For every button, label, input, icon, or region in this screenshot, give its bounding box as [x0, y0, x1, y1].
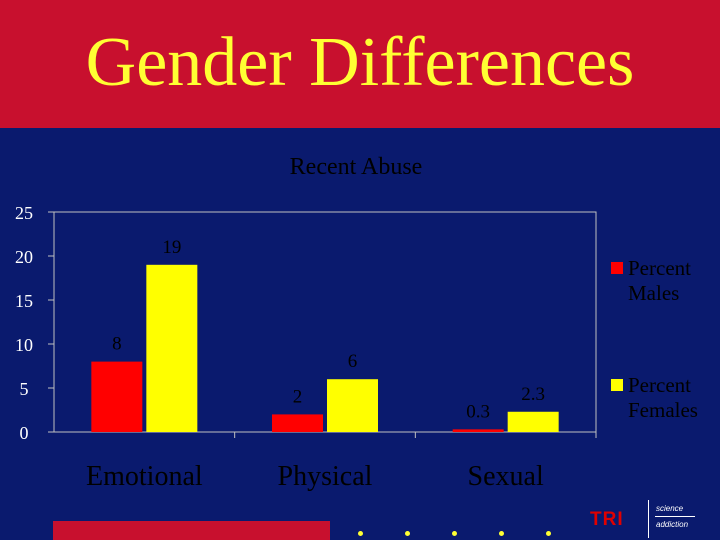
title-band	[0, 0, 720, 128]
legend-swatch	[611, 262, 623, 274]
x-tick-label: Emotional	[86, 461, 203, 492]
data-label: 0.3	[466, 401, 490, 422]
y-tick-label: 15	[15, 291, 33, 311]
logo-science-text: science	[656, 504, 684, 513]
footer-bar	[53, 521, 330, 540]
y-tick-label: 20	[15, 247, 33, 267]
x-tick-label: Sexual	[468, 461, 544, 492]
y-tick-label: 25	[15, 203, 33, 223]
bar-percent-males-physical	[272, 414, 323, 432]
bar-chart: Recent Abuse 0 5 10 15 20 25 8 19 Emotional 2 6 Phys…	[15, 154, 698, 492]
nav-dot	[358, 531, 363, 536]
legend-label: Percent Females	[628, 373, 698, 422]
logo-addiction-text: addiction	[656, 520, 689, 529]
logo-rule	[655, 516, 695, 517]
nav-dot	[546, 531, 551, 536]
plot-area	[53, 211, 597, 433]
y-tick-label: 0	[20, 423, 29, 443]
y-tick-label: 10	[15, 335, 33, 355]
nav-dot	[452, 531, 457, 536]
legend-label: Percent Males	[628, 256, 691, 305]
slide-title: Gender Differences	[85, 24, 635, 101]
data-label: 2	[293, 386, 303, 407]
tri-logo: TRI	[590, 509, 624, 530]
data-label: 8	[112, 334, 122, 355]
bar-percent-females-physical	[327, 379, 378, 432]
data-label: 6	[348, 351, 358, 372]
bar-percent-females-emotional	[146, 264, 198, 432]
chart-title: Recent Abuse	[290, 154, 423, 180]
data-label: 19	[162, 237, 181, 258]
nav-dot	[499, 531, 504, 536]
bar-percent-males-emotional	[91, 361, 143, 432]
x-tick-label: Physical	[278, 461, 373, 492]
nav-dot	[405, 531, 410, 536]
legend-swatch	[611, 379, 623, 391]
bar-percent-males-sexual	[452, 429, 504, 432]
bar-percent-females-sexual	[507, 411, 559, 432]
logo-divider	[648, 500, 649, 538]
y-tick-label: 5	[20, 379, 29, 399]
data-label: 2.3	[521, 384, 545, 405]
